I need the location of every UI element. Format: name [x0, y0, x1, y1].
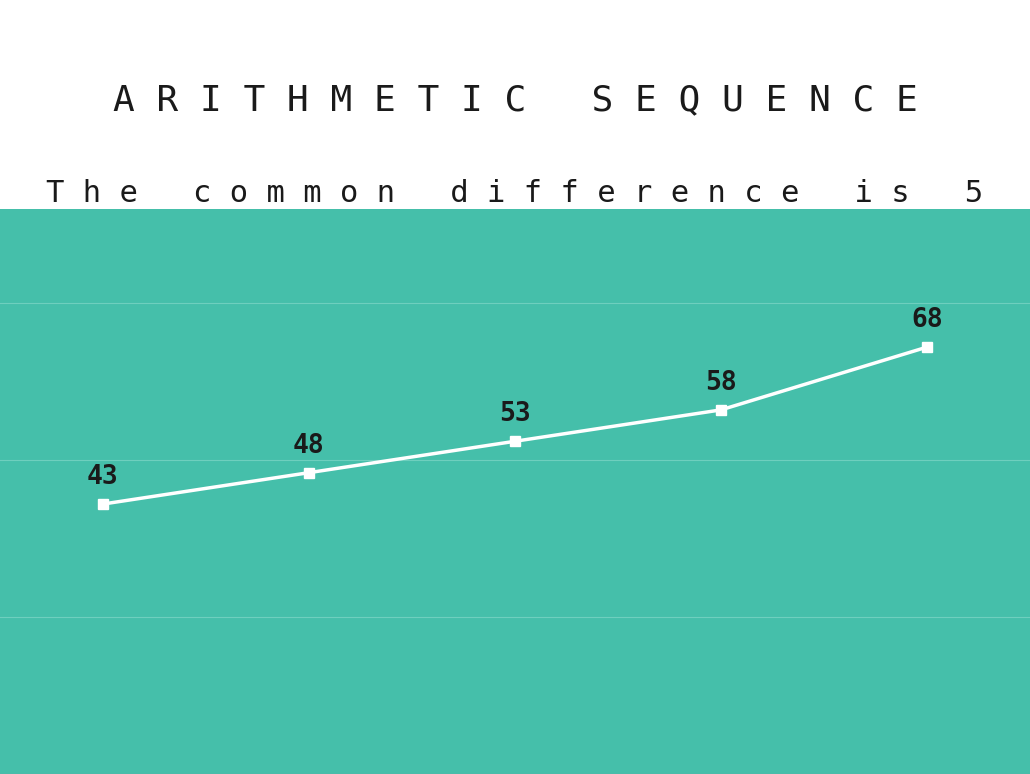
Text: 43: 43: [88, 464, 118, 490]
Text: T h e   c o m m o n   d i f f e r e n c e   i s   5: T h e c o m m o n d i f f e r e n c e i …: [46, 179, 984, 208]
Text: 48: 48: [294, 433, 324, 459]
Text: A R I T H M E T I C   S E Q U E N C E: A R I T H M E T I C S E Q U E N C E: [112, 84, 918, 118]
Text: 68: 68: [912, 307, 942, 334]
Text: 58: 58: [706, 370, 736, 396]
Text: 53: 53: [500, 402, 530, 427]
